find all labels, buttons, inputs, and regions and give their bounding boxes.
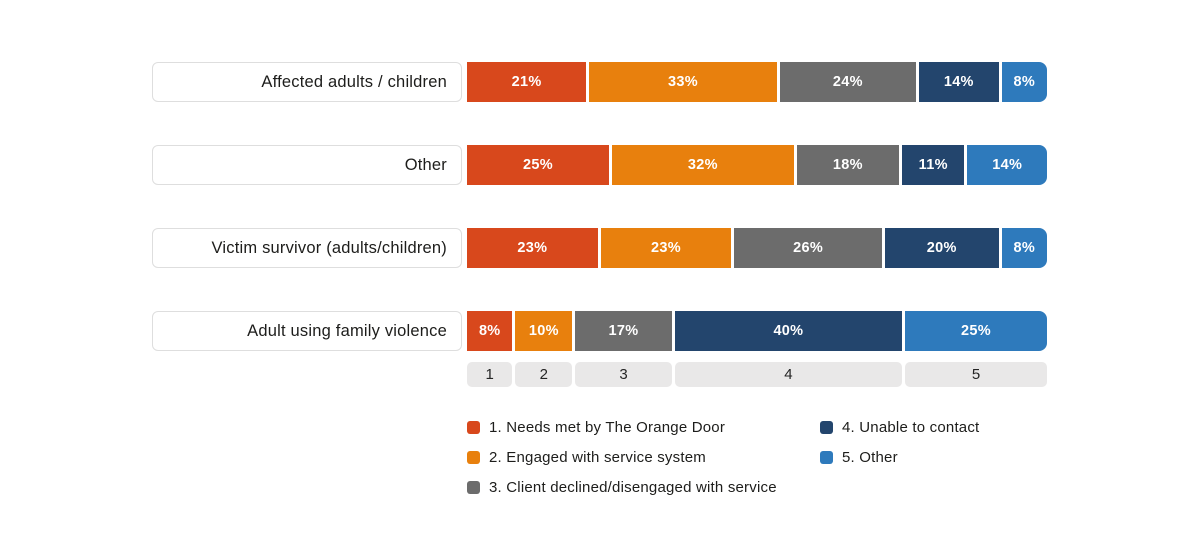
bar-track: 8% 10% 17% 40% 25%	[467, 311, 1047, 351]
bar-segment-4: 11%	[902, 145, 965, 185]
bar-segment-1: 23%	[467, 228, 598, 268]
category-label: Adult using family violence	[152, 311, 462, 351]
legend-item: 1. Needs met by The Orange Door	[467, 419, 820, 436]
category-row: Other 25% 32% 18% 11% 14%	[152, 145, 1047, 185]
bar-segment-3: 18%	[796, 145, 899, 185]
stacked-bar-chart: Affected adults / children 21% 33% 24% 14% 8%…	[152, 62, 1047, 509]
category-row: Affected adults / children 21% 33% 24% 14% 8%	[152, 62, 1047, 102]
category-row: Adult using family violence 8% 10% 17% 40% 25…	[152, 311, 1047, 351]
axis-tick-2: 2	[515, 362, 573, 387]
bar-segment-5: 8%	[1001, 62, 1047, 102]
legend-label: 5. Other	[842, 449, 898, 466]
legend: 1. Needs met by The Orange Door 2. Engage…	[467, 419, 1047, 509]
legend-item: 4. Unable to contact	[820, 419, 979, 436]
bar-track: 21% 33% 24% 14% 8%	[467, 62, 1047, 102]
legend-swatch-icon	[820, 421, 833, 434]
bar-segment-2: 23%	[600, 228, 732, 268]
legend-column: 1. Needs met by The Orange Door 2. Engage…	[467, 419, 820, 509]
axis-tick-3: 3	[575, 362, 672, 387]
bar-segment-5: 8%	[1001, 228, 1047, 268]
axis-tick-1: 1	[467, 362, 513, 387]
bar-segment-1: 8%	[467, 311, 513, 351]
bar-segment-4: 20%	[884, 228, 999, 268]
legend-item: 2. Engaged with service system	[467, 449, 820, 466]
legend-label: 2. Engaged with service system	[489, 449, 706, 466]
legend-swatch-icon	[467, 481, 480, 494]
axis-tick-5: 5	[905, 362, 1047, 387]
legend-swatch-icon	[467, 451, 480, 464]
category-label: Affected adults / children	[152, 62, 462, 102]
bar-segment-1: 21%	[467, 62, 587, 102]
axis-tick-4: 4	[674, 362, 902, 387]
bar-segment-3: 17%	[575, 311, 672, 351]
legend-swatch-icon	[467, 421, 480, 434]
bar-segment-5: 14%	[967, 145, 1047, 185]
legend-swatch-icon	[820, 451, 833, 464]
bar-segment-3: 24%	[779, 62, 917, 102]
bar-segment-5: 25%	[905, 311, 1047, 351]
legend-label: 4. Unable to contact	[842, 419, 980, 436]
category-label: Other	[152, 145, 462, 185]
bar-segment-4: 14%	[919, 62, 999, 102]
legend-column: 4. Unable to contact 5. Other	[820, 419, 979, 509]
bar-segment-2: 33%	[589, 62, 777, 102]
bar-segment-2: 32%	[612, 145, 794, 185]
bar-segment-2: 10%	[515, 311, 573, 351]
bar-segment-4: 40%	[674, 311, 902, 351]
bar-track: 25% 32% 18% 11% 14%	[467, 145, 1047, 185]
legend-item: 5. Other	[820, 449, 979, 466]
bar-track: 23% 23% 26% 20% 8%	[467, 228, 1047, 268]
category-label: Victim survivor (adults/children)	[152, 228, 462, 268]
bar-segment-1: 25%	[467, 145, 609, 185]
bar-segment-3: 26%	[734, 228, 882, 268]
legend-label: 1. Needs met by The Orange Door	[489, 419, 726, 436]
legend-item: 3. Client declined/disengaged with servi…	[467, 479, 820, 496]
legend-label: 3. Client declined/disengaged with servi…	[489, 479, 777, 496]
category-row: Victim survivor (adults/children) 23% 23% 2…	[152, 228, 1047, 268]
chart-rows: Affected adults / children 21% 33% 24% 14% 8%…	[152, 62, 1047, 351]
